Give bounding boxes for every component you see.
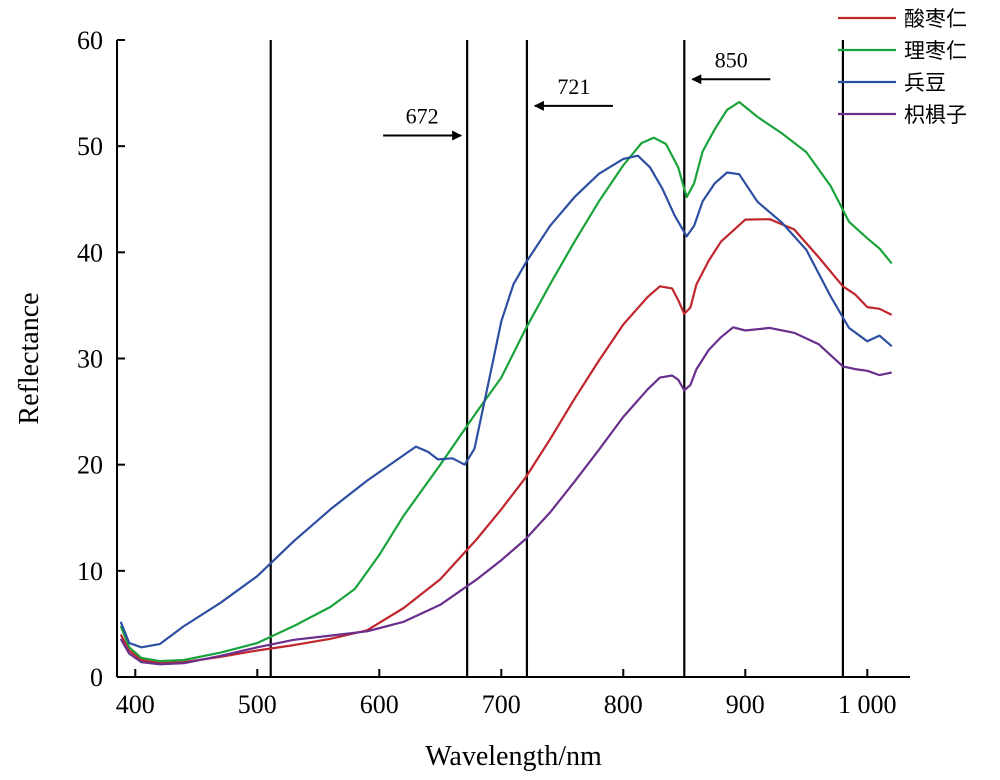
axes: 0 10 20 30 40 50 60 400 500 600 700 800 900 1 000: [77, 26, 910, 719]
x-tick-label: 900: [726, 690, 765, 719]
x-tick-label: 600: [360, 690, 399, 719]
annotation-label-721: 721: [557, 74, 590, 99]
y-tick-label: 30: [77, 345, 103, 374]
y-tick-label: 0: [90, 663, 103, 692]
legend-label-3: 兵豆: [904, 71, 946, 95]
annotation-label-672: 672: [406, 104, 439, 129]
series-layer: [119, 100, 893, 666]
reference-lines: [269, 40, 845, 677]
x-axis-label: Wavelength/nm: [425, 741, 602, 772]
y-axis-label: Reflectance: [14, 292, 45, 424]
annotations: 672 721 850: [383, 47, 771, 141]
x-tick-label: 800: [604, 690, 643, 719]
x-tick-label: 500: [238, 690, 277, 719]
legend-label-2: 理枣仁: [904, 39, 967, 63]
x-tick-label: 400: [116, 690, 155, 719]
y-tick-label: 60: [77, 26, 103, 55]
y-tick-label: 40: [77, 238, 103, 267]
y-tick-label: 50: [77, 132, 103, 161]
series-line-3: [119, 154, 893, 649]
series-line-4: [119, 326, 892, 666]
x-tick-label: 700: [482, 690, 521, 719]
y-tick-label: 20: [77, 451, 103, 480]
series-line-2: [119, 100, 893, 663]
series-line-1: [119, 218, 893, 665]
legend-label-1: 酸枣仁: [904, 7, 967, 31]
y-tick-label: 10: [77, 557, 103, 586]
legend-label-4: 枳椇子: [904, 103, 967, 127]
x-tick-label: 1 000: [838, 690, 897, 719]
annotation-label-850: 850: [715, 47, 748, 72]
